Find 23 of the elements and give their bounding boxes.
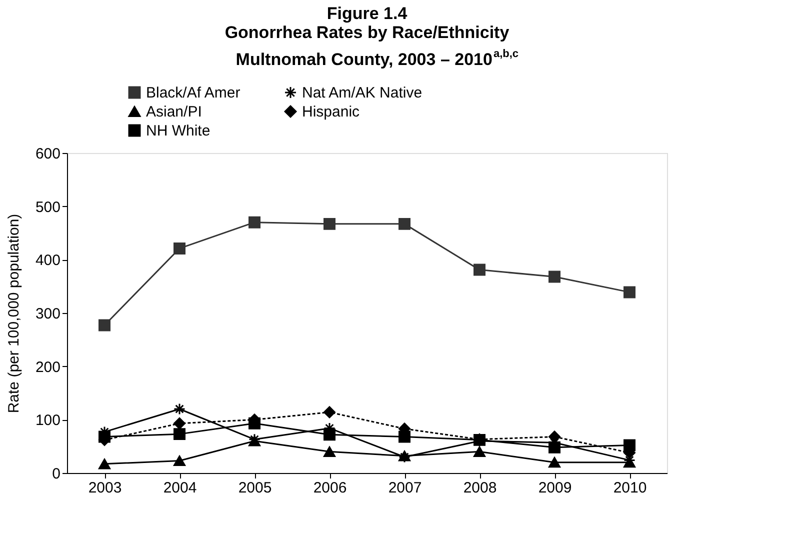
- y-tick-label: 0: [52, 466, 60, 482]
- x-tick-label: 2004: [163, 480, 197, 496]
- legend-label: Black/Af Amer: [146, 84, 240, 102]
- y-tick-label: 200: [35, 358, 60, 376]
- y-tick-label: 300: [35, 306, 60, 322]
- text: Gonorrhea Rates by Race/Ethnicity: [224, 23, 510, 42]
- x-tick-label: 2003: [88, 480, 122, 496]
- y-tick-label: 600: [35, 146, 60, 162]
- x-tick-label: 2010: [613, 480, 647, 496]
- x-tick-label: 2009: [538, 480, 572, 496]
- y-tick-label: 400: [35, 252, 60, 270]
- legend-label: Asian/PI: [146, 104, 202, 120]
- legend-label: NH White: [146, 122, 210, 140]
- x-tick-label: 2005: [238, 480, 272, 496]
- y-axis-title: Rate (per 100,000 population): [5, 214, 22, 414]
- x-tick-label: 2007: [388, 480, 422, 496]
- x-tick-label: 2006: [313, 480, 347, 496]
- legend-label: Hispanic: [302, 104, 360, 120]
- x-tick-label: 2008: [463, 480, 497, 496]
- y-tick-label: 100: [35, 412, 60, 430]
- text: Figure 1.4: [326, 4, 408, 23]
- legend-label: Nat Am/AK Native: [302, 84, 422, 102]
- y-tick-label: 500: [35, 198, 60, 216]
